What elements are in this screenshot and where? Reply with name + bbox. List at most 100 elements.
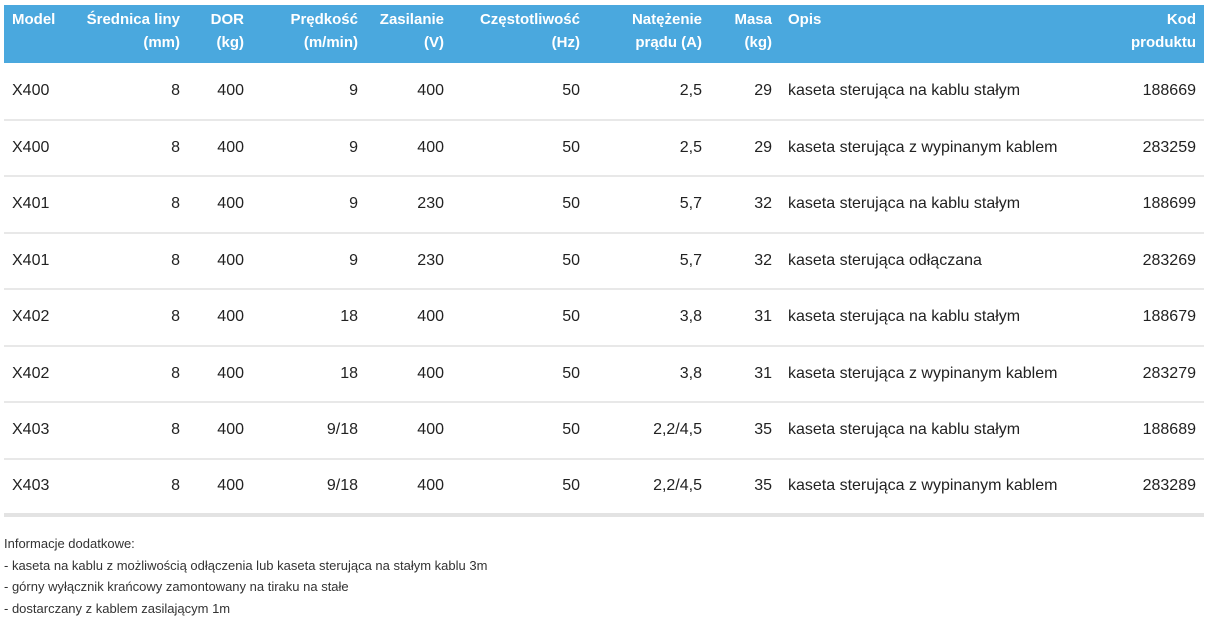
cell-masa: 31 xyxy=(710,289,780,347)
cell-srednica-liny: 8 xyxy=(74,63,188,121)
product-spec-table: Model Średnica liny (mm) DOR (kg) Prędkość (m/… xyxy=(4,5,1204,517)
additional-info-item: - kaseta na kablu z możliwością odłączen… xyxy=(4,557,488,573)
column-header-line2: (kg) xyxy=(216,34,245,51)
cell-opis: kaseta sterująca na kablu stałym xyxy=(780,176,1090,234)
column-header-model: Model xyxy=(4,5,74,63)
cell-kod-produktu: 283269 xyxy=(1090,232,1204,290)
table-row: X401 8 400 9 230 50 5,7 32 kaseta sterująca odłą… xyxy=(4,232,1204,290)
cell-natezenie-pradu: 2,5 xyxy=(588,63,710,121)
cell-srednica-liny: 8 xyxy=(74,119,188,177)
cell-kod-produktu: 283279 xyxy=(1090,345,1204,403)
column-header-line1: Prędkość xyxy=(290,11,358,28)
table-body: X400 8 400 9 400 50 2,5 29 kaseta sterująca na k… xyxy=(4,63,1204,517)
cell-dor: 400 xyxy=(188,289,252,347)
cell-czestotliwosc: 50 xyxy=(452,119,588,177)
cell-opis: kaseta sterująca z wypinanym kablem xyxy=(780,458,1090,517)
cell-czestotliwosc: 50 xyxy=(452,232,588,290)
column-header-dor: DOR (kg) xyxy=(188,5,252,63)
cell-zasilanie: 400 xyxy=(366,402,452,460)
cell-predkosc: 9 xyxy=(252,176,366,234)
cell-dor: 400 xyxy=(188,458,252,517)
cell-predkosc: 9 xyxy=(252,63,366,121)
cell-kod-produktu: 188689 xyxy=(1090,402,1204,460)
cell-srednica-liny: 8 xyxy=(74,402,188,460)
cell-predkosc: 18 xyxy=(252,345,366,403)
cell-zasilanie: 400 xyxy=(366,345,452,403)
column-header-line1: Model xyxy=(12,11,56,28)
cell-model: X403 xyxy=(4,458,74,517)
cell-srednica-liny: 8 xyxy=(74,458,188,517)
cell-natezenie-pradu: 5,7 xyxy=(588,232,710,290)
product-spec-container: Model Średnica liny (mm) DOR (kg) Prędkość (m/… xyxy=(4,5,1208,619)
cell-czestotliwosc: 50 xyxy=(452,289,588,347)
cell-model: X403 xyxy=(4,402,74,460)
cell-zasilanie: 400 xyxy=(366,63,452,121)
column-header-line1: Opis xyxy=(788,11,822,28)
cell-opis: kaseta sterująca na kablu stałym xyxy=(780,402,1090,460)
column-header-srednica-liny: Średnica liny (mm) xyxy=(74,5,188,63)
cell-model: X401 xyxy=(4,232,74,290)
column-header-line1: Częstotliwość xyxy=(479,11,580,28)
cell-kod-produktu: 188699 xyxy=(1090,176,1204,234)
cell-srednica-liny: 8 xyxy=(74,176,188,234)
cell-natezenie-pradu: 5,7 xyxy=(588,176,710,234)
cell-dor: 400 xyxy=(188,232,252,290)
column-header-line1: Średnica liny xyxy=(86,11,180,28)
column-header-line2: prądu (A) xyxy=(635,34,702,51)
column-header-line1: Natężenie xyxy=(631,11,702,28)
table-header-row: Model Średnica liny (mm) DOR (kg) Prędkość (m/… xyxy=(4,5,1204,63)
table-row: X402 8 400 18 400 50 3,8 31 kaseta sterująca na … xyxy=(4,289,1204,347)
cell-opis: kaseta sterująca na kablu stałym xyxy=(780,63,1090,121)
cell-model: X400 xyxy=(4,119,74,177)
additional-info-title: Informacje dodatkowe: xyxy=(4,536,135,551)
cell-masa: 35 xyxy=(710,402,780,460)
additional-info-item: - dostarczany z kablem zasilającym 1m xyxy=(4,600,231,616)
cell-predkosc: 9 xyxy=(252,232,366,290)
cell-zasilanie: 230 xyxy=(366,232,452,290)
column-header-masa: Masa (kg) xyxy=(710,5,780,63)
additional-info-item: - górny wyłącznik krańcowy zamontowany n… xyxy=(4,579,349,594)
cell-masa: 31 xyxy=(710,345,780,403)
cell-czestotliwosc: 50 xyxy=(452,176,588,234)
cell-dor: 400 xyxy=(188,402,252,460)
cell-srednica-liny: 8 xyxy=(74,289,188,347)
additional-info: Informacje dodatkowe: - kaseta na kablu … xyxy=(4,533,1208,619)
column-header-line2: produktu xyxy=(1131,34,1196,51)
cell-srednica-liny: 8 xyxy=(74,345,188,403)
cell-dor: 400 xyxy=(188,119,252,177)
cell-kod-produktu: 188669 xyxy=(1090,63,1204,121)
cell-zasilanie: 400 xyxy=(366,458,452,517)
cell-predkosc: 9/18 xyxy=(252,458,366,517)
cell-opis: kaseta sterująca z wypinanym kablem xyxy=(780,345,1090,403)
column-header-line1: DOR xyxy=(210,11,244,28)
column-header-line1: Kod xyxy=(1166,11,1196,28)
cell-opis: kaseta sterująca z wypinanym kablem xyxy=(780,119,1090,177)
cell-dor: 400 xyxy=(188,345,252,403)
cell-model: X402 xyxy=(4,345,74,403)
cell-dor: 400 xyxy=(188,176,252,234)
column-header-opis: Opis xyxy=(780,5,1090,63)
cell-masa: 32 xyxy=(710,232,780,290)
cell-opis: kaseta sterująca odłączana xyxy=(780,232,1090,290)
cell-natezenie-pradu: 2,5 xyxy=(588,119,710,177)
table-row: X403 8 400 9/18 400 50 2,2/4,5 35 kaseta sterują… xyxy=(4,402,1204,460)
column-header-line2: (kg) xyxy=(744,34,773,51)
cell-czestotliwosc: 50 xyxy=(452,345,588,403)
column-header-line2: (V) xyxy=(424,34,444,51)
cell-predkosc: 18 xyxy=(252,289,366,347)
cell-zasilanie: 400 xyxy=(366,119,452,177)
table-row: X400 8 400 9 400 50 2,5 29 kaseta sterująca z wy… xyxy=(4,119,1204,177)
column-header-line2: (m/min) xyxy=(303,34,358,51)
cell-czestotliwosc: 50 xyxy=(452,402,588,460)
column-header-line2: (Hz) xyxy=(551,34,580,51)
table-row: X402 8 400 18 400 50 3,8 31 kaseta sterująca z w… xyxy=(4,345,1204,403)
column-header-czestotliwosc: Częstotliwość (Hz) xyxy=(452,5,588,63)
cell-natezenie-pradu: 3,8 xyxy=(588,289,710,347)
cell-natezenie-pradu: 3,8 xyxy=(588,345,710,403)
column-header-predkosc: Prędkość (m/min) xyxy=(252,5,366,63)
column-header-zasilanie: Zasilanie (V) xyxy=(366,5,452,63)
cell-natezenie-pradu: 2,2/4,5 xyxy=(588,458,710,517)
table-row: X401 8 400 9 230 50 5,7 32 kaseta sterująca na k… xyxy=(4,176,1204,234)
column-header-line1: Zasilanie xyxy=(379,11,444,28)
cell-masa: 32 xyxy=(710,176,780,234)
